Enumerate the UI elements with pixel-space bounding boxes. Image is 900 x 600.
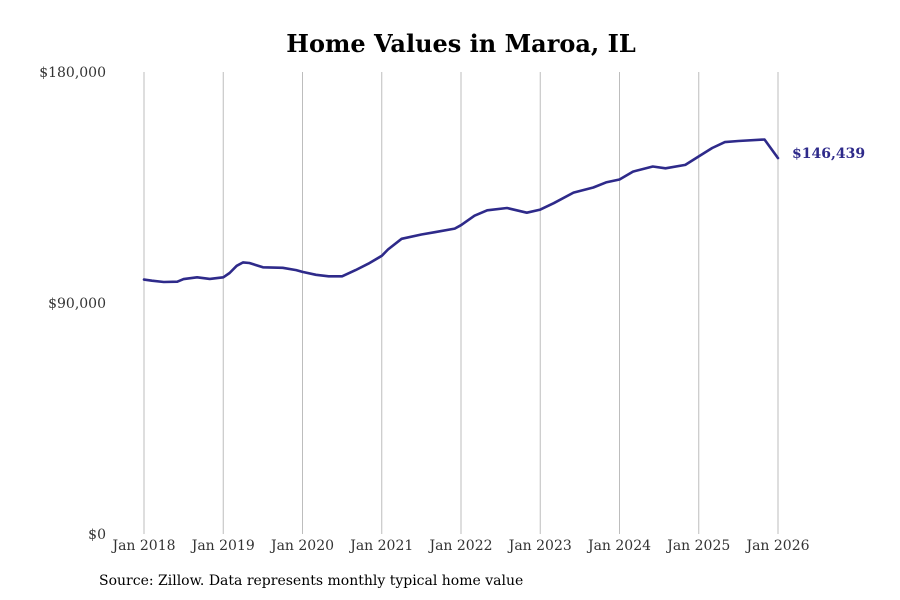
grid-layer — [143, 72, 779, 534]
x-tick-label: Jan 2022 — [427, 538, 492, 554]
y-tick-label: $90,000 — [48, 296, 106, 312]
x-tick-label: Jan 2018 — [110, 538, 175, 554]
y-tick-label: $0 — [88, 527, 106, 543]
chart-title: Home Values in Maroa, IL — [286, 29, 636, 58]
y-axis-ticks: $0 $90,000 $180,000 — [39, 65, 106, 543]
x-tick-label: Jan 2023 — [507, 538, 572, 554]
y-tick-label: $180,000 — [39, 65, 106, 81]
x-tick-label: Jan 2020 — [269, 538, 334, 554]
source-note: Source: Zillow. Data represents monthly … — [99, 573, 524, 589]
x-tick-label: Jan 2019 — [190, 538, 255, 554]
x-axis-ticks: Jan 2018 Jan 2019 Jan 2020 Jan 2021 Jan 2022… — [110, 538, 809, 554]
x-tick-label: Jan 2024 — [586, 538, 651, 554]
x-tick-label: Jan 2021 — [348, 538, 413, 554]
x-tick-label: Jan 2025 — [665, 538, 730, 554]
x-tick-label: Jan 2026 — [744, 538, 809, 554]
series-layer: $146,439 — [142, 138, 865, 284]
end-value-label: $146,439 — [792, 146, 865, 162]
series-line — [142, 138, 780, 284]
